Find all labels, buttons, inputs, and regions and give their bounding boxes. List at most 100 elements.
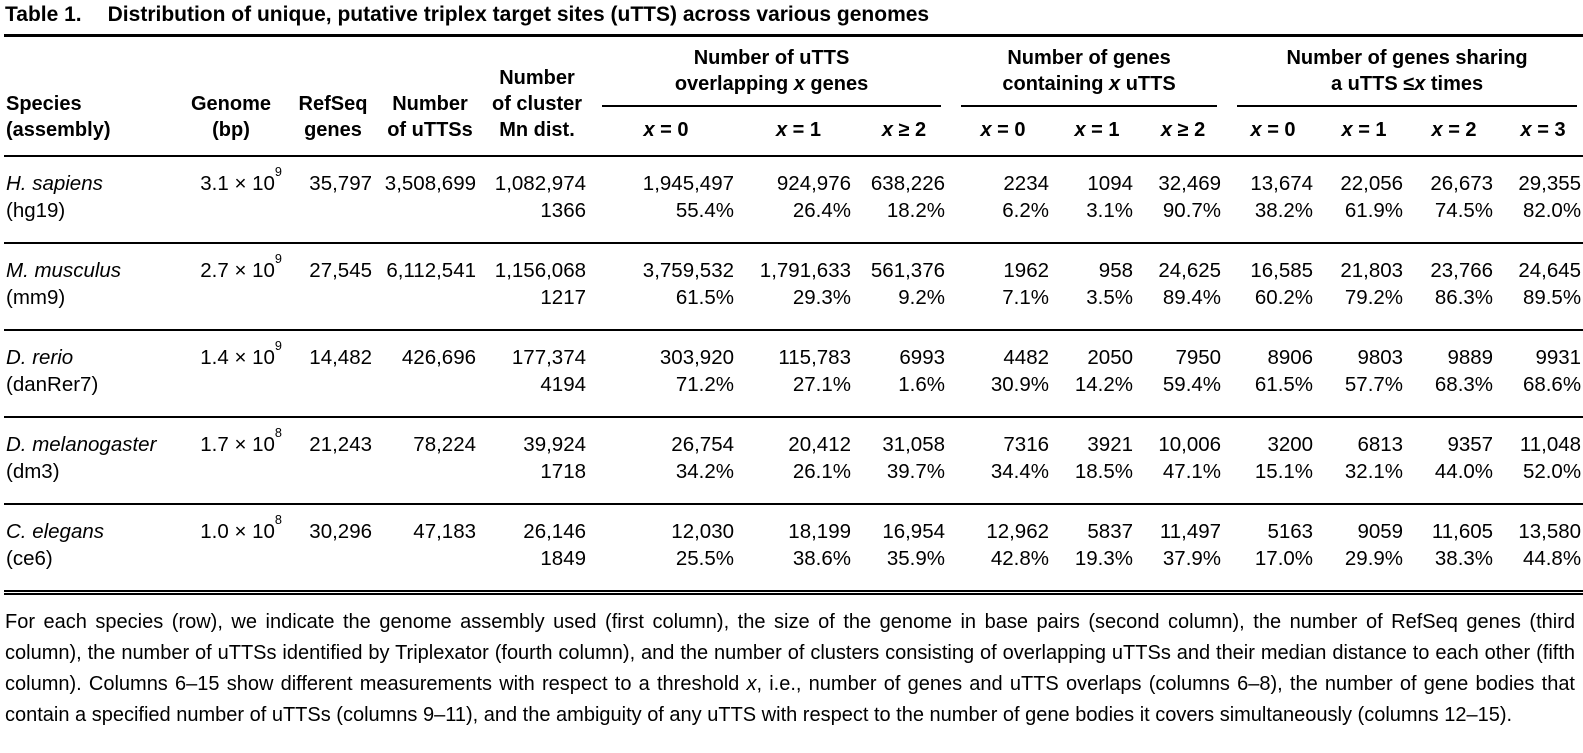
col-header-line: (bp) [212, 119, 250, 141]
stat-value: 6813 [1357, 432, 1404, 456]
stat-value: 13,674 [1250, 172, 1314, 195]
stat-value: 7316 [1003, 432, 1050, 456]
group-header-inner: Number of genes sharing a uTTS ≤x times [1237, 45, 1578, 107]
stat-percent: 38.2% [1254, 199, 1314, 223]
subcol-header-containing-x1: x = 1 [1055, 107, 1140, 157]
stat-value: 10,006 [1158, 432, 1222, 456]
utts-count-cell: 3,508,699 [378, 156, 482, 243]
stat-cell: 6813 32.1% [1319, 415, 1410, 504]
stat-cell: 638,226 18.2% [857, 156, 951, 243]
genome-size-cell: 1.4 × 109 [174, 328, 288, 417]
stat-percent: 79.2% [1344, 286, 1404, 310]
refseq-genes-cell: 14,482 [288, 328, 378, 417]
col-header-line: Mn dist. [499, 119, 575, 141]
stat-value: 9059 [1357, 519, 1404, 543]
species-name: C. elegans [6, 519, 105, 543]
species-cell: C. elegans (ce6) [4, 502, 174, 593]
stat-value: 26,673 [1430, 172, 1494, 195]
species-assembly: (hg19) [6, 199, 66, 223]
col-header-line: of uTTSs [387, 119, 473, 141]
cluster-mn-dist: 4194 [540, 373, 586, 397]
species-name: H. sapiens [6, 172, 103, 195]
stat-percent: 44.0% [1434, 460, 1494, 484]
stat-cell: 1094 3.1% [1055, 156, 1139, 243]
stat-cell: 5837 19.3% [1055, 502, 1140, 593]
stat-percent: 57.7% [1344, 373, 1404, 397]
stat-cell: 3,759,532 61.5% [592, 241, 740, 330]
stat-value: 32,469 [1158, 172, 1222, 195]
stat-percent: 18.2% [886, 199, 946, 223]
subcol-header-overlap-x0: x = 0 [592, 107, 740, 157]
col-header-line: (assembly) [6, 119, 111, 141]
stat-cell: 29,355 82.0% [1499, 156, 1583, 243]
species-name: D. melanogaster [6, 432, 157, 456]
stat-cell: 12,030 25.5% [592, 502, 740, 593]
stat-cell: 115,783 27.1% [740, 328, 857, 417]
stat-percent: 25.5% [675, 547, 734, 571]
col-header-line: genes [304, 119, 362, 141]
stat-value: 2234 [1003, 172, 1050, 195]
refseq-genes-cell: 21,243 [288, 415, 378, 504]
subcol-header-sharing-x3: x = 3 [1499, 107, 1583, 157]
col-header-line: Genome [190, 93, 272, 115]
stat-value: 13,580 [1518, 519, 1582, 543]
stat-cell: 16,585 60.2% [1227, 241, 1320, 330]
col-header-line: Number [392, 93, 468, 115]
stat-percent: 86.3% [1434, 286, 1494, 310]
stat-value: 1962 [1003, 258, 1050, 282]
genome-size-cell: 1.7 × 108 [174, 415, 288, 504]
stat-percent: 71.2% [675, 373, 734, 397]
stat-value: 24,645 [1518, 258, 1582, 282]
cluster-count: 26,146 [523, 519, 586, 543]
col-header-refseq: RefSeq genes [288, 35, 378, 157]
stat-cell: 303,920 71.2% [592, 328, 740, 417]
stat-percent: 1.6% [898, 373, 946, 397]
col-header-line: Species [6, 93, 82, 115]
stat-value: 9889 [1447, 345, 1494, 369]
species-cell: D. melanogaster (dm3) [4, 415, 174, 504]
stat-value: 22,056 [1340, 172, 1404, 195]
stat-percent: 26.1% [792, 460, 851, 484]
stat-value: 5837 [1087, 519, 1134, 543]
subcol-header-sharing-x1: x = 1 [1319, 107, 1410, 157]
stat-percent: 55.4% [675, 199, 734, 223]
utts-count-cell: 47,183 [378, 502, 482, 593]
stat-cell: 7316 34.4% [951, 415, 1056, 504]
stat-cell: 11,048 52.0% [1499, 415, 1583, 504]
cluster-mn-dist: 1366 [540, 199, 586, 223]
refseq-genes-cell: 30,296 [288, 502, 378, 593]
cluster-count: 177,374 [511, 345, 586, 369]
stat-percent: 59.4% [1162, 373, 1222, 397]
cluster-count: 39,924 [523, 432, 586, 456]
stat-value: 6993 [899, 345, 946, 369]
stat-cell: 16,954 35.9% [857, 502, 952, 593]
stat-percent: 18.5% [1074, 460, 1134, 484]
stat-value: 5163 [1267, 519, 1314, 543]
stat-percent: 6.2% [1002, 199, 1050, 223]
stat-percent: 38.6% [792, 547, 851, 571]
stat-cell: 9803 57.7% [1319, 328, 1410, 417]
stat-value: 26,754 [671, 432, 734, 456]
stat-cell: 9931 68.6% [1499, 328, 1583, 417]
utts-count-value: 6,112,541 [386, 258, 476, 282]
stat-percent: 82.0% [1522, 199, 1582, 223]
genome-size-value: 2.7 × 109 [200, 251, 282, 282]
stat-cell: 20,412 26.1% [740, 415, 857, 504]
stat-cell: 7950 59.4% [1139, 328, 1228, 417]
stat-percent: 34.4% [990, 460, 1050, 484]
stat-value: 2050 [1087, 345, 1134, 369]
stat-value: 638,226 [870, 172, 946, 195]
stat-cell: 3921 18.5% [1055, 415, 1140, 504]
col-header-line: RefSeq [298, 93, 368, 115]
cluster-mn-dist: 1849 [540, 547, 586, 571]
stat-value: 24,625 [1158, 258, 1222, 282]
cluster-cell: 177,374 4194 [482, 328, 592, 417]
group-header-line: Number of genes sharing [1286, 47, 1528, 69]
utts-count-cell: 426,696 [378, 328, 482, 417]
utts-count-value: 78,224 [413, 432, 476, 456]
stat-cell: 9059 29.9% [1319, 502, 1410, 593]
stat-value: 8906 [1267, 345, 1314, 369]
stat-cell: 8906 61.5% [1227, 328, 1320, 417]
species-cell: H. sapiens (hg19) [4, 156, 174, 243]
stat-value: 3,759,532 [642, 258, 734, 282]
